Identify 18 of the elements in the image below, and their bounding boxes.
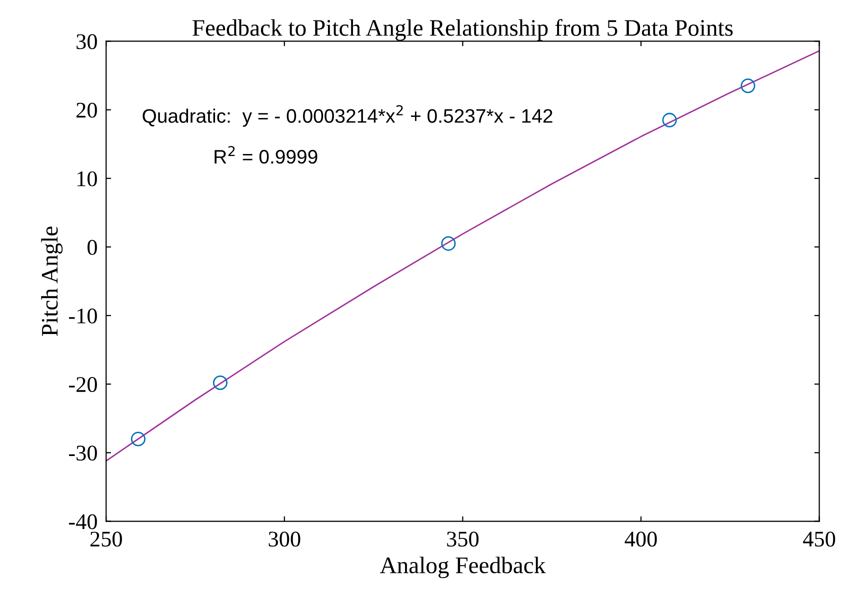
x-tick-label: 350 [447, 532, 479, 547]
x-tick-label: 450 [803, 532, 836, 547]
x-axis-title: Analog Feedback [380, 556, 546, 578]
y-tick-label: -20 [68, 377, 97, 392]
y-tick-label: -40 [68, 514, 97, 530]
y-tick-label: 10 [78, 171, 97, 186]
x-tick-label: 250 [90, 532, 122, 547]
chart-title: Feedback to Pitch Angle Relationship from 5 Data Points [192, 19, 733, 41]
y-axis-title: Pitch Angle [41, 226, 63, 336]
annotation: Quadratic: y = - 0.0003214*x$^{2}$ + 0.5237*x - 142 [142, 105, 552, 127]
y-tick-label: 20 [76, 102, 97, 118]
x-tick-label: 400 [624, 532, 657, 547]
y-tick-label: 30 [76, 34, 97, 50]
y-tick-label: -30 [68, 446, 97, 461]
y-tick-label: 0 [88, 240, 97, 255]
x-tick-label: 300 [268, 532, 300, 547]
annotation: R$^{2}$ = 0.9999 [214, 146, 318, 164]
y-tick-label: -10 [68, 308, 97, 324]
